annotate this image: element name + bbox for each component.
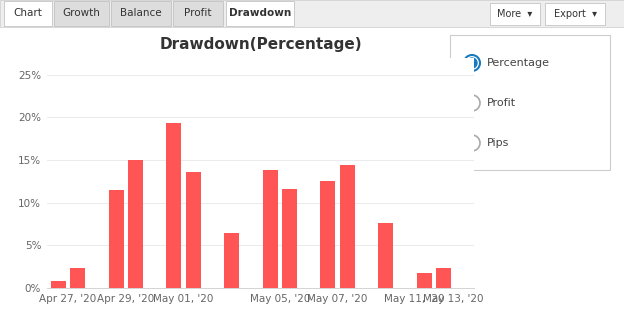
Text: Profit: Profit <box>184 9 212 19</box>
Bar <box>378 223 393 288</box>
Text: Percentage: Percentage <box>487 58 550 68</box>
Title: Drawdown(Percentage): Drawdown(Percentage) <box>159 37 362 52</box>
Bar <box>167 123 182 288</box>
Bar <box>339 165 354 288</box>
Text: Drawdown: Drawdown <box>229 9 291 19</box>
Bar <box>0 0 624 27</box>
Circle shape <box>464 135 480 151</box>
Bar <box>185 172 201 288</box>
Circle shape <box>464 55 480 71</box>
Bar <box>545 3 605 25</box>
Circle shape <box>464 95 480 111</box>
Bar <box>70 268 85 288</box>
Bar <box>417 274 432 288</box>
Bar <box>436 268 451 288</box>
Bar <box>226 1 294 26</box>
Circle shape <box>467 58 477 68</box>
Bar <box>263 170 278 288</box>
Text: Chart: Chart <box>14 9 42 19</box>
Text: Balance: Balance <box>120 9 162 19</box>
Text: Growth: Growth <box>62 9 100 19</box>
Bar <box>450 35 610 170</box>
Bar <box>173 1 223 26</box>
Bar <box>282 189 297 288</box>
Bar <box>51 281 66 288</box>
Bar <box>4 1 52 26</box>
Bar <box>128 160 143 288</box>
Bar <box>109 190 124 288</box>
Bar <box>224 233 239 288</box>
Text: Export  ▾: Export ▾ <box>553 9 597 19</box>
Bar <box>54 1 109 26</box>
Text: Profit: Profit <box>487 98 516 108</box>
Text: Pips: Pips <box>487 138 509 148</box>
Bar <box>320 181 336 288</box>
Bar <box>111 1 171 26</box>
Bar <box>490 3 540 25</box>
Text: More  ▾: More ▾ <box>497 9 533 19</box>
